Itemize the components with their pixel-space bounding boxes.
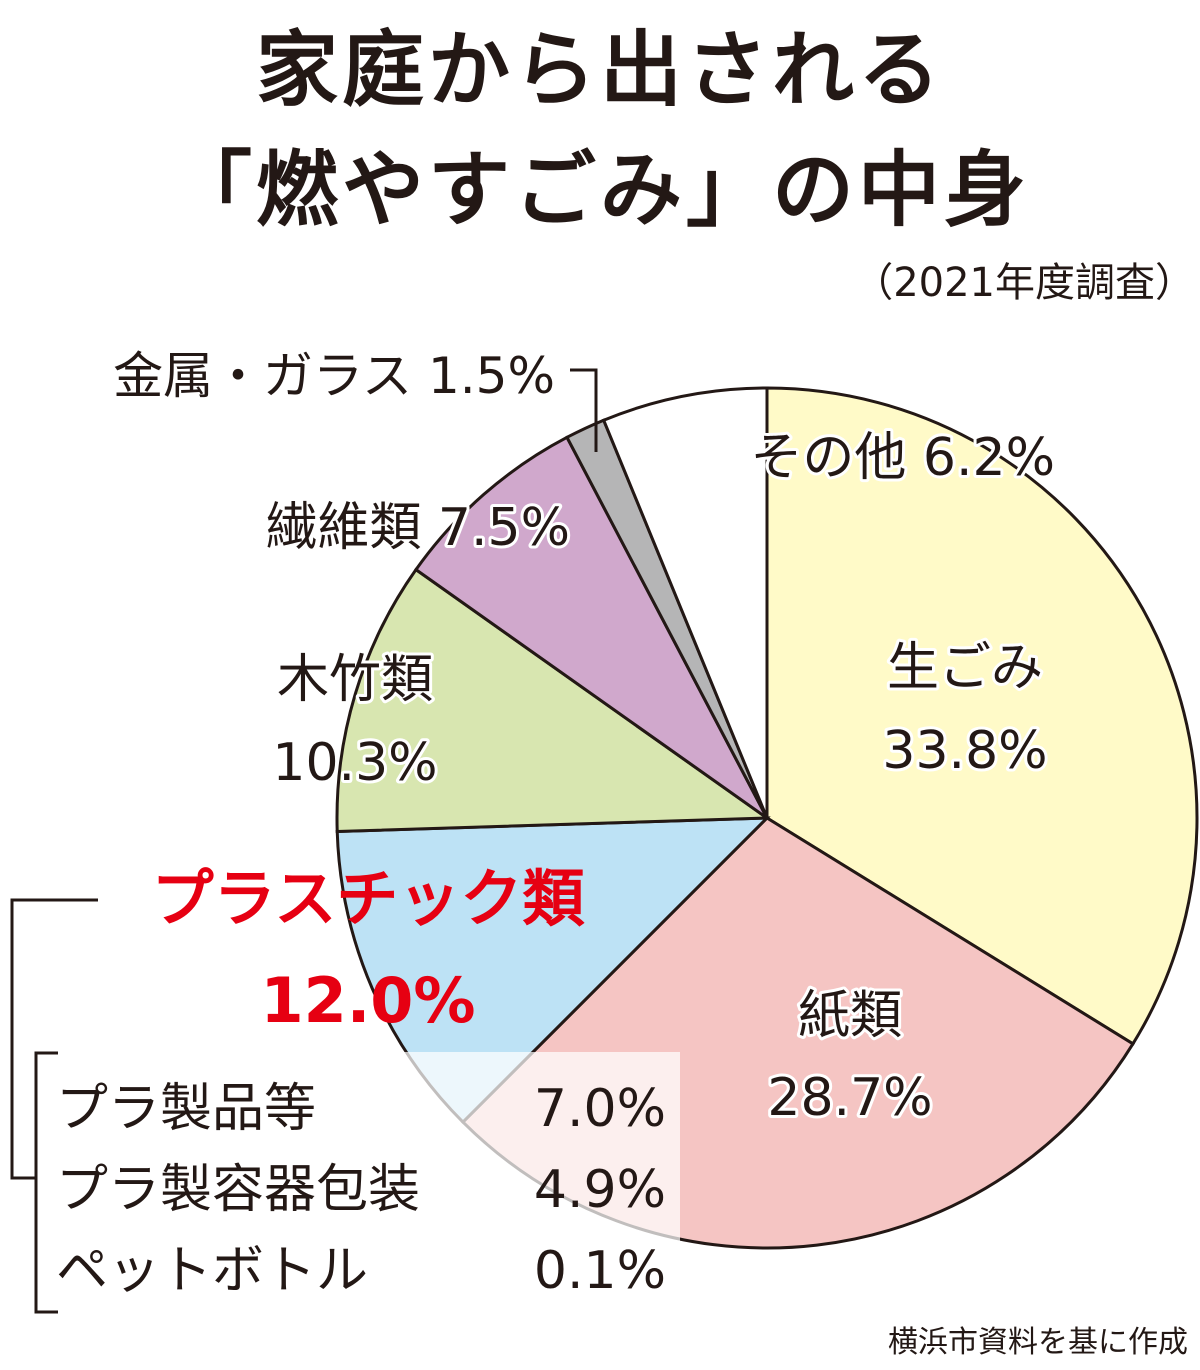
pie-slice-other (601, 386, 769, 819)
slice-label-wood-name: 木竹類 (277, 650, 433, 710)
title-line-2: 「燃やすごみ」の中身 (170, 143, 1030, 238)
title-line-1: 家庭から出される (256, 23, 944, 118)
metal-glass-leader-line (570, 368, 598, 452)
source-note: 横浜市資料を基に作成 (888, 1325, 1188, 1360)
breakdown-value-1: 7.0% (534, 1079, 666, 1139)
breakdown-name-1: プラ製品等 (56, 1079, 316, 1139)
breakdown-name-2: プラ製容器包装 (56, 1160, 420, 1220)
pie-slice-textile (413, 435, 769, 820)
slice-label-food-value: 33.8% (882, 721, 1047, 781)
breakdown-name-3: ペットボトル (56, 1241, 368, 1301)
pie-slice-food (765, 386, 1199, 1046)
slice-label-textile: 繊維類 7.5% (265, 498, 570, 558)
breakdown-value-2: 4.9% (534, 1160, 666, 1220)
breakdown-backdrop (40, 1052, 680, 1310)
slice-label-plastic-value: 12.0% (260, 964, 475, 1037)
slice-label-other: その他 6.2% (750, 428, 1055, 488)
breakdown-value-3: 0.1% (534, 1241, 666, 1301)
slice-label-food-name: 生ごみ (887, 638, 1043, 698)
slice-label-wood-value: 10.3% (272, 733, 437, 793)
subtitle: （2021年度調査） (853, 260, 1195, 306)
slice-label-paper-value: 28.7% (767, 1068, 932, 1128)
breakdown-bracket (34, 1051, 58, 1314)
slice-label-paper-name: 紙類 (798, 986, 902, 1046)
slice-label-plastic-name: プラスチック類 (152, 862, 586, 935)
pie-slice-wood (335, 567, 772, 834)
slice-label-metal-glass: 金属・ガラス 1.5% (113, 347, 555, 405)
plastic-bracket (10, 898, 98, 1180)
